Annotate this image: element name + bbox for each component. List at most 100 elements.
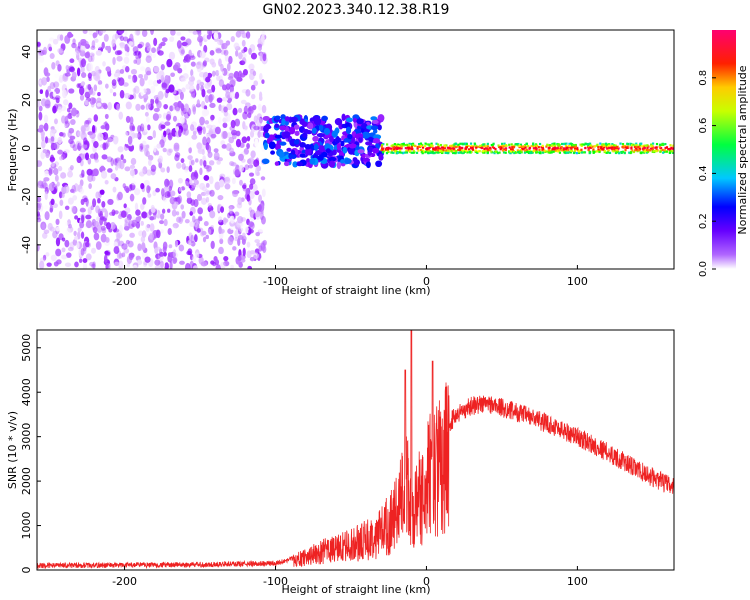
heatmap-cell (263, 124, 272, 130)
heatmap-cell (135, 209, 141, 216)
heatmap-cell (588, 145, 591, 148)
spectrogram-frame (36, 29, 675, 270)
heatmap-cell (74, 261, 79, 268)
heatmap-cell (80, 198, 85, 206)
heatmap-cell (375, 160, 383, 168)
heatmap-cell (112, 92, 117, 97)
colorbar-gradient (712, 30, 736, 269)
heatmap-cell (196, 250, 200, 257)
colorbar-tick-label: 0.8 (698, 70, 709, 86)
heatmap-cell (194, 170, 198, 178)
heatmap-cell (83, 197, 88, 203)
heatmap-cell (447, 150, 450, 153)
heatmap-cell (55, 226, 60, 232)
heatmap-cell (665, 150, 668, 153)
heatmap-cell (250, 150, 256, 159)
heatmap-cell (227, 212, 231, 219)
heatmap-cell (112, 56, 116, 66)
heatmap-cell (136, 30, 140, 36)
heatmap-cell (164, 262, 170, 269)
heatmap-cell (538, 142, 542, 146)
heatmap-cell (464, 147, 467, 150)
heatmap-cell (68, 167, 73, 172)
heatmap-cell (48, 182, 55, 192)
heatmap-cell (538, 151, 542, 155)
heatmap-cell (630, 144, 634, 147)
heatmap-cell (74, 215, 79, 220)
colorbar-tick-label: 0.6 (698, 118, 709, 134)
heatmap-cell (568, 144, 571, 148)
heatmap-cell (467, 148, 471, 151)
heatmap-cell (241, 184, 247, 189)
heatmap-cell (131, 125, 136, 132)
heatmap-cell (400, 151, 403, 154)
heatmap-cell (396, 145, 399, 148)
heatmap-cell (71, 71, 77, 79)
heatmap-cell (85, 241, 90, 248)
heatmap-cell (443, 145, 447, 148)
heatmap-cell (442, 149, 445, 153)
heatmap-cell (56, 259, 62, 265)
heatmap-cell (621, 145, 624, 149)
heatmap-cell (431, 145, 434, 148)
heatmap-cell (516, 149, 519, 152)
heatmap-cell (386, 143, 389, 146)
heatmap-cell (620, 151, 623, 155)
heatmap-cell (560, 145, 563, 149)
heatmap-cell (646, 150, 650, 153)
heatmap-cell (160, 213, 165, 220)
heatmap-cell (89, 153, 96, 159)
heatmap-cell (484, 145, 487, 148)
heatmap-cell (187, 141, 192, 149)
heatmap-cell (120, 154, 124, 161)
heatmap-cell (385, 148, 388, 151)
heatmap-cell (140, 235, 146, 243)
heatmap-cell (262, 53, 267, 62)
heatmap-cell (410, 151, 413, 154)
heatmap-cell (397, 145, 400, 148)
heatmap-cell (427, 151, 430, 154)
heatmap-cell (461, 146, 464, 150)
heatmap-cell (90, 70, 98, 77)
heatmap-cell (237, 107, 243, 113)
heatmap-cell (555, 149, 559, 152)
heatmap-cell (118, 260, 124, 269)
heatmap-cell (166, 58, 173, 68)
heatmap-cell (651, 142, 655, 145)
heatmap-cell (663, 149, 666, 152)
heatmap-cell (80, 81, 86, 86)
heatmap-cell (668, 148, 671, 151)
heatmap-cell (627, 145, 630, 148)
heatmap-cell (221, 84, 227, 91)
heatmap-cell (239, 60, 246, 66)
heatmap-cell (76, 156, 82, 164)
heatmap-cell (204, 120, 210, 125)
heatmap-cell (482, 151, 485, 154)
heatmap-cell (618, 152, 621, 155)
heatmap-cell (396, 146, 400, 150)
heatmap-cell (400, 147, 403, 150)
snr-panel: -200 -100 0 100 0 1000 2000 3000 4000 5000 Heigh… (6, 329, 675, 596)
heatmap-cell (238, 52, 243, 60)
heatmap-cell (586, 143, 590, 146)
heatmap-cell (138, 73, 144, 79)
heatmap-cell (139, 169, 145, 178)
heatmap-cell (96, 44, 102, 49)
heatmap-cell (128, 41, 134, 46)
heatmap-cell (57, 64, 62, 72)
heatmap-cell (118, 240, 125, 247)
heatmap-cell (149, 223, 155, 232)
heatmap-cell (508, 146, 511, 149)
heatmap-cell (388, 147, 391, 150)
heatmap-cell (553, 149, 557, 152)
heatmap-cell (274, 161, 280, 166)
heatmap-cell (189, 55, 196, 61)
heatmap-cell (284, 116, 290, 122)
heatmap-cell (548, 146, 551, 149)
heatmap-cell (608, 151, 612, 155)
heatmap-cell (71, 107, 78, 117)
heatmap-cell (181, 41, 188, 47)
heatmap-cell (173, 144, 180, 152)
heatmap-cell (204, 189, 210, 197)
heatmap-cell (390, 149, 394, 152)
